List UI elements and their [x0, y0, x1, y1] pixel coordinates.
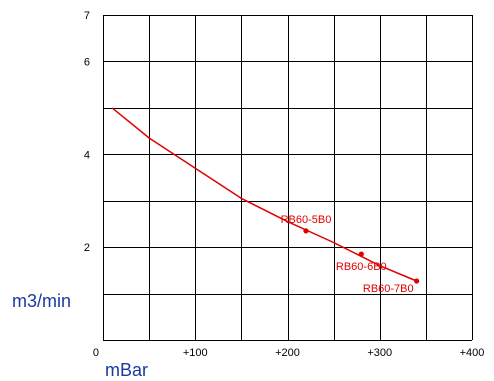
series	[111, 107, 417, 282]
data-point	[414, 278, 420, 284]
y-tick-label: 7	[84, 10, 90, 22]
y-tick-label: 4	[84, 149, 90, 161]
y-tick-label: 6	[84, 56, 90, 68]
data-points: RB60-5B0 RB60-6B0 RB60-7B0	[281, 214, 420, 295]
grid	[103, 15, 473, 341]
series-line	[111, 107, 417, 282]
y-tick-label: 2	[84, 242, 90, 254]
y-axis-ticks: 2 4 6 7	[84, 10, 90, 254]
data-point-label: RB60-5B0	[281, 214, 332, 226]
x-tick-label: 0	[93, 347, 99, 359]
data-point-label: RB60-6B0	[336, 261, 387, 273]
data-point	[303, 228, 309, 234]
x-tick-label: +400	[460, 347, 485, 359]
x-tick-label: +100	[183, 347, 208, 359]
x-axis-ticks: 0 +100 +200 +300 +400	[93, 347, 485, 359]
x-axis-label: mBar	[105, 360, 148, 380]
data-point-label: RB60-7B0	[363, 283, 414, 295]
x-tick-label: +300	[367, 347, 392, 359]
x-tick-label: +200	[275, 347, 300, 359]
data-point	[358, 251, 364, 257]
y-axis-label: m3/min	[12, 291, 71, 311]
